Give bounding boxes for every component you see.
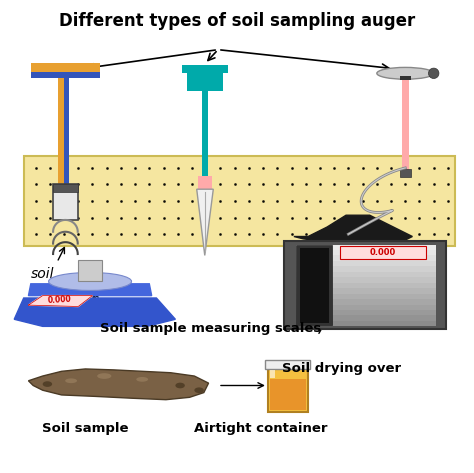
FancyBboxPatch shape [198, 176, 212, 189]
Ellipse shape [428, 68, 439, 79]
FancyBboxPatch shape [296, 305, 436, 310]
Text: soil: soil [31, 267, 55, 281]
FancyBboxPatch shape [31, 63, 100, 73]
Polygon shape [14, 298, 175, 326]
Ellipse shape [175, 383, 185, 388]
Polygon shape [28, 369, 209, 400]
Ellipse shape [65, 378, 77, 383]
FancyBboxPatch shape [296, 294, 436, 299]
FancyBboxPatch shape [53, 184, 78, 192]
FancyBboxPatch shape [296, 266, 436, 272]
FancyBboxPatch shape [187, 72, 223, 91]
FancyBboxPatch shape [270, 379, 306, 410]
FancyBboxPatch shape [53, 184, 78, 220]
Polygon shape [294, 215, 412, 244]
FancyBboxPatch shape [202, 90, 208, 177]
FancyBboxPatch shape [270, 370, 275, 378]
FancyBboxPatch shape [64, 78, 69, 189]
Text: Different types of soil sampling auger: Different types of soil sampling auger [59, 12, 415, 30]
FancyBboxPatch shape [296, 299, 436, 305]
Text: Soil sample measuring scales: Soil sample measuring scales [100, 322, 321, 335]
Text: Soil drying over: Soil drying over [282, 362, 401, 376]
FancyBboxPatch shape [296, 250, 436, 255]
FancyBboxPatch shape [296, 321, 436, 326]
FancyBboxPatch shape [296, 310, 436, 315]
FancyBboxPatch shape [24, 156, 455, 246]
FancyBboxPatch shape [296, 288, 436, 294]
FancyBboxPatch shape [296, 283, 436, 288]
Ellipse shape [49, 272, 131, 290]
FancyBboxPatch shape [182, 65, 228, 73]
Polygon shape [28, 296, 92, 307]
FancyBboxPatch shape [296, 277, 436, 283]
FancyBboxPatch shape [58, 78, 66, 189]
Text: Soil sample: Soil sample [42, 421, 128, 435]
Ellipse shape [43, 381, 52, 387]
FancyBboxPatch shape [400, 169, 411, 177]
Ellipse shape [377, 67, 434, 79]
FancyBboxPatch shape [78, 260, 102, 281]
FancyBboxPatch shape [400, 76, 411, 80]
FancyBboxPatch shape [296, 245, 332, 325]
FancyBboxPatch shape [340, 246, 426, 259]
Polygon shape [28, 284, 152, 296]
FancyBboxPatch shape [284, 241, 446, 329]
FancyBboxPatch shape [300, 248, 329, 323]
FancyBboxPatch shape [296, 255, 436, 261]
FancyBboxPatch shape [296, 245, 436, 250]
FancyBboxPatch shape [268, 367, 308, 412]
FancyBboxPatch shape [296, 272, 436, 277]
FancyBboxPatch shape [402, 79, 409, 170]
Ellipse shape [136, 377, 148, 382]
Text: 0.000: 0.000 [47, 295, 72, 306]
Text: Airtight container: Airtight container [194, 421, 328, 435]
Text: 0.000: 0.000 [370, 248, 396, 257]
FancyBboxPatch shape [265, 360, 310, 369]
FancyBboxPatch shape [31, 72, 100, 78]
Polygon shape [197, 189, 213, 255]
Ellipse shape [194, 387, 204, 393]
FancyBboxPatch shape [296, 261, 436, 266]
Ellipse shape [97, 373, 111, 379]
FancyBboxPatch shape [296, 315, 436, 321]
